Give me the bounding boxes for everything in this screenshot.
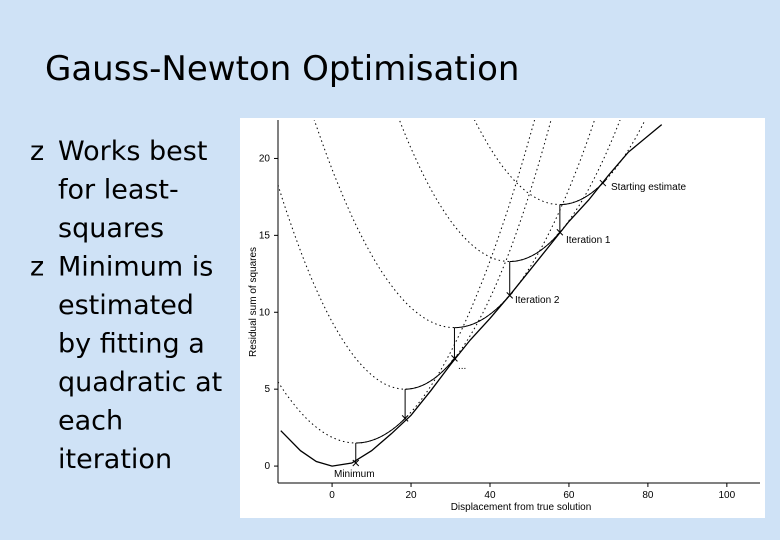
bullet-text: Minimum is bbox=[58, 252, 213, 283]
chart-background bbox=[240, 118, 765, 518]
quadratic-step bbox=[559, 182, 604, 206]
quadratic-step bbox=[509, 231, 561, 262]
bullet-text: quadratic at bbox=[58, 367, 222, 398]
bullet-symbol: z bbox=[30, 136, 44, 167]
bullet-text: estimated bbox=[58, 290, 194, 321]
estimate-marker bbox=[599, 179, 607, 187]
annotation: Starting estimate bbox=[611, 182, 686, 193]
bullet-text: iteration bbox=[58, 444, 172, 475]
annotation: Iteration 2 bbox=[515, 295, 560, 306]
fitted-quadratic bbox=[278, 120, 552, 390]
annotation: Minimum bbox=[334, 469, 375, 480]
slide-title: Gauss-Newton Optimisation bbox=[45, 49, 519, 89]
bullet-text: Works best bbox=[58, 136, 207, 167]
x-tick-label: 40 bbox=[484, 490, 496, 501]
estimate-marker bbox=[401, 415, 409, 422]
annotation: ... bbox=[458, 361, 466, 372]
x-tick-label: 60 bbox=[563, 490, 575, 501]
x-tick-label: 20 bbox=[405, 490, 417, 501]
x-tick-label: 0 bbox=[329, 490, 335, 501]
y-tick-label: 5 bbox=[264, 384, 270, 395]
x-tick-label: 80 bbox=[642, 490, 654, 501]
y-axis-label: Residual sum of squares bbox=[248, 247, 259, 357]
estimate-marker bbox=[556, 228, 564, 236]
annotation: Iteration 1 bbox=[566, 235, 611, 246]
y-tick-label: 20 bbox=[259, 153, 271, 164]
bullet-text: for least- bbox=[58, 175, 179, 206]
quadratic-step bbox=[405, 358, 455, 390]
y-tick-label: 10 bbox=[259, 307, 271, 318]
y-tick-label: 15 bbox=[259, 230, 271, 241]
y-tick-label: 0 bbox=[264, 461, 270, 472]
plot-area bbox=[278, 120, 663, 467]
quadratic-step bbox=[355, 418, 406, 444]
bullet-text: each bbox=[58, 406, 123, 437]
bullet-text: squares bbox=[58, 213, 164, 244]
x-tick-label: 100 bbox=[718, 490, 735, 501]
bullet-symbol: z bbox=[30, 252, 44, 283]
x-axis-label: Displacement from true solution bbox=[451, 502, 592, 513]
estimate-marker bbox=[451, 355, 458, 362]
estimate-marker bbox=[506, 291, 514, 299]
bullet-text: by fitting a bbox=[58, 329, 205, 360]
estimate-marker bbox=[352, 459, 360, 467]
cost-curve bbox=[280, 124, 663, 467]
